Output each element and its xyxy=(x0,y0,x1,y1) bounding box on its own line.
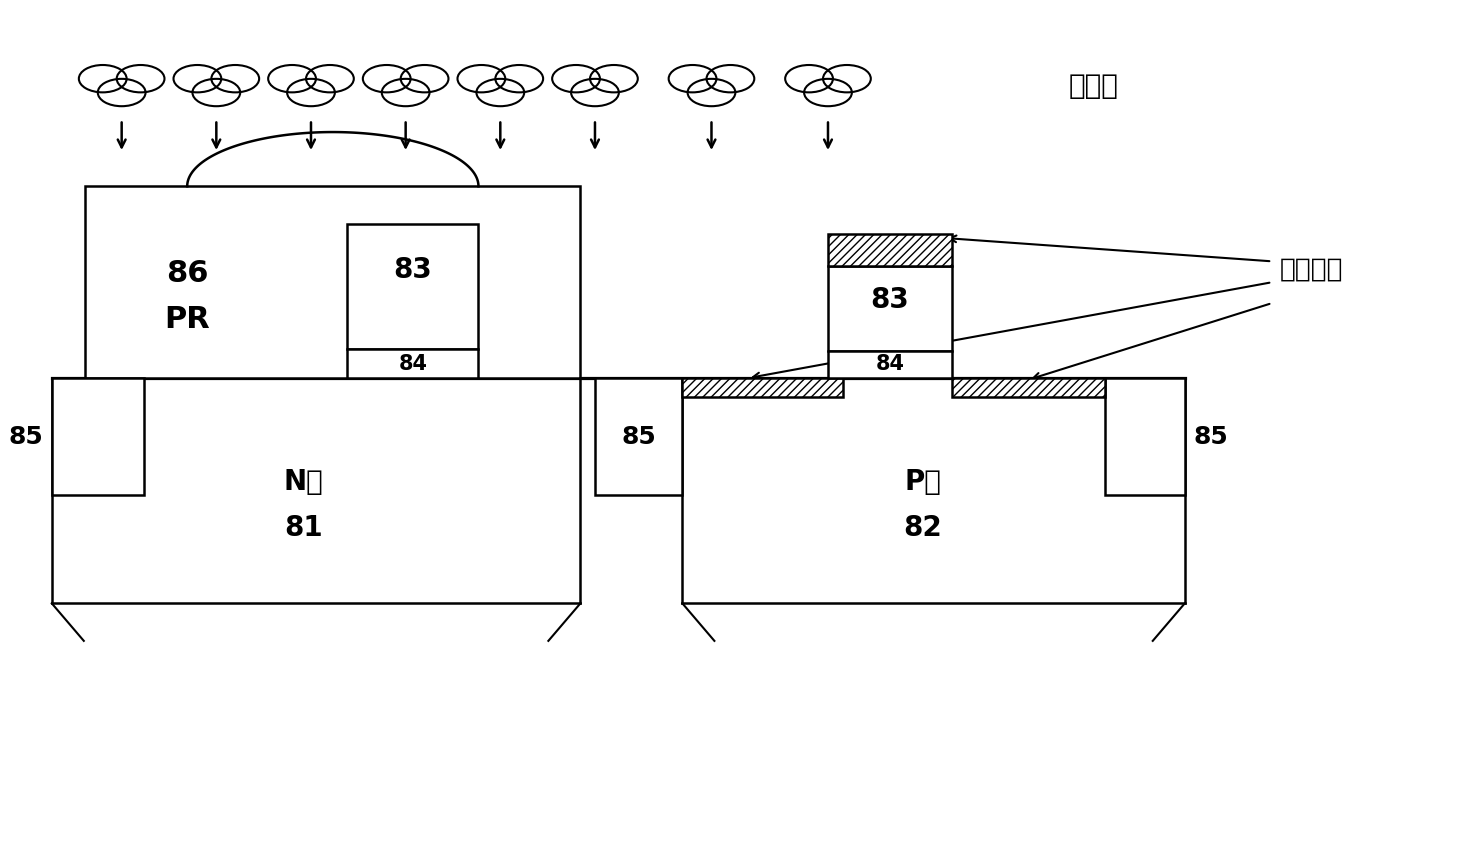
Text: 83: 83 xyxy=(393,256,433,284)
Text: PR: PR xyxy=(165,305,211,334)
Text: 85: 85 xyxy=(1194,425,1228,449)
Text: 85: 85 xyxy=(621,425,655,449)
Bar xyxy=(347,224,479,349)
Bar xyxy=(347,349,479,378)
Bar xyxy=(85,187,580,378)
Bar xyxy=(595,378,682,495)
Text: 81: 81 xyxy=(285,514,323,542)
Text: 非晶化层: 非晶化层 xyxy=(1280,257,1344,282)
Text: N阱: N阱 xyxy=(283,468,323,496)
Bar xyxy=(828,234,952,265)
Text: 86: 86 xyxy=(166,259,209,288)
Bar xyxy=(682,378,842,398)
Text: 碳基团: 碳基团 xyxy=(1068,72,1118,100)
Text: 83: 83 xyxy=(871,286,909,314)
Bar xyxy=(828,265,952,350)
Text: 84: 84 xyxy=(399,354,427,373)
Text: P阱: P阱 xyxy=(905,468,942,496)
Text: 85: 85 xyxy=(9,425,43,449)
Text: 82: 82 xyxy=(903,514,942,542)
Bar xyxy=(1105,378,1185,495)
Bar xyxy=(952,378,1105,398)
Text: 84: 84 xyxy=(875,354,905,374)
Bar xyxy=(52,378,144,495)
Bar xyxy=(828,350,952,378)
